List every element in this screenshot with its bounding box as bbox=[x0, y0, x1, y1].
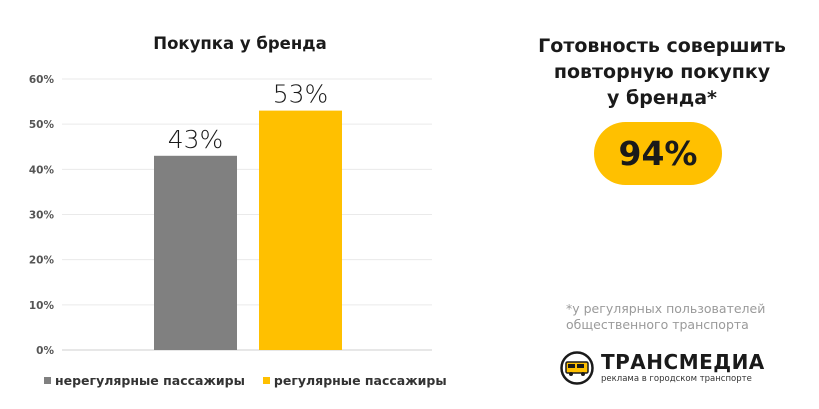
legend-swatch-yellow bbox=[262, 377, 270, 384]
legend-item-regular: регулярные пассажиры bbox=[262, 373, 447, 388]
transmedia-logo: ТРАНСМЕДИА реклама в городском транспорт… bbox=[557, 349, 797, 387]
y-tick-label: 20% bbox=[29, 255, 55, 267]
chart-title: Покупка у бренда bbox=[153, 34, 327, 53]
bus-icon bbox=[560, 351, 594, 385]
bar-regular bbox=[259, 110, 342, 350]
legend-label: регулярные пассажиры bbox=[273, 373, 447, 388]
logo-tagline: реклама в городском транспорте bbox=[601, 374, 752, 384]
footnote: *у регулярных пользователей общественног… bbox=[566, 301, 765, 333]
y-tick-label: 0% bbox=[36, 345, 54, 357]
bar-irregular bbox=[154, 155, 237, 350]
footnote-line: *у регулярных пользователей bbox=[566, 301, 766, 316]
readiness-title-line: повторную покупку bbox=[553, 61, 771, 83]
data-label: 43% bbox=[168, 125, 224, 154]
legend-label: нерегулярные пассажиры bbox=[55, 373, 245, 388]
readiness-title-line: Готовность совершить bbox=[538, 35, 786, 57]
readiness-value-badge: 94% bbox=[594, 122, 722, 185]
readiness-value: 94% bbox=[618, 134, 698, 173]
y-tick-label: 30% bbox=[29, 210, 55, 222]
readiness-title: Готовность совершить повторную покупку у… bbox=[512, 33, 812, 111]
legend-swatch-gray bbox=[44, 377, 51, 384]
logo-name: ТРАНСМЕДИА bbox=[601, 350, 765, 374]
chart-legend: нерегулярные пассажиры регулярные пассаж… bbox=[44, 373, 447, 388]
y-tick-label: 10% bbox=[29, 300, 55, 312]
y-tick-label: 60% bbox=[29, 74, 55, 86]
readiness-title-line: у бренда* bbox=[607, 87, 717, 109]
y-tick-label: 40% bbox=[29, 164, 55, 176]
y-tick-label: 50% bbox=[29, 119, 55, 131]
footnote-line: общественного транспорта bbox=[566, 317, 749, 332]
data-label: 53% bbox=[273, 80, 329, 109]
legend-item-irregular: нерегулярные пассажиры bbox=[44, 373, 245, 388]
